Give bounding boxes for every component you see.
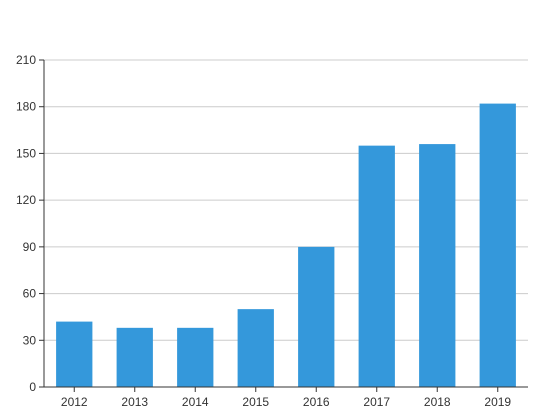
x-tick-label: 2017 — [363, 395, 390, 409]
x-tick-label: 2019 — [484, 395, 511, 409]
bar-2015 — [237, 309, 274, 387]
y-tick-labels: 0 30 60 90 120 150 180 210 — [16, 53, 36, 394]
x-tick-label: 2014 — [182, 395, 209, 409]
bar-2016 — [298, 246, 335, 387]
y-tick-label: 180 — [16, 100, 36, 114]
y-tick-label: 210 — [16, 53, 36, 67]
axes — [39, 59, 528, 392]
x-tick-label: 2015 — [242, 395, 269, 409]
x-tick-labels: 2012 2013 2014 2015 2016 2017 2018 2019 — [61, 395, 512, 409]
bar-2012 — [56, 321, 93, 387]
y-tick-label: 150 — [16, 146, 36, 160]
y-tick-label: 90 — [23, 240, 37, 254]
x-tick-label: 2013 — [121, 395, 148, 409]
bar-2017 — [358, 145, 395, 387]
bars — [56, 103, 516, 387]
x-tick-label: 2018 — [424, 395, 451, 409]
y-tick-label: 60 — [23, 287, 37, 301]
y-tick-label: 120 — [16, 193, 36, 207]
bar-2013 — [116, 327, 153, 387]
bar-2018 — [419, 144, 456, 387]
grid-lines — [44, 59, 528, 341]
x-tick-label: 2016 — [303, 395, 330, 409]
x-tick-label: 2012 — [61, 395, 88, 409]
y-tick-label: 0 — [29, 380, 36, 394]
bar-2014 — [177, 327, 214, 387]
y-tick-label: 30 — [23, 333, 37, 347]
bar-2019 — [479, 103, 516, 387]
